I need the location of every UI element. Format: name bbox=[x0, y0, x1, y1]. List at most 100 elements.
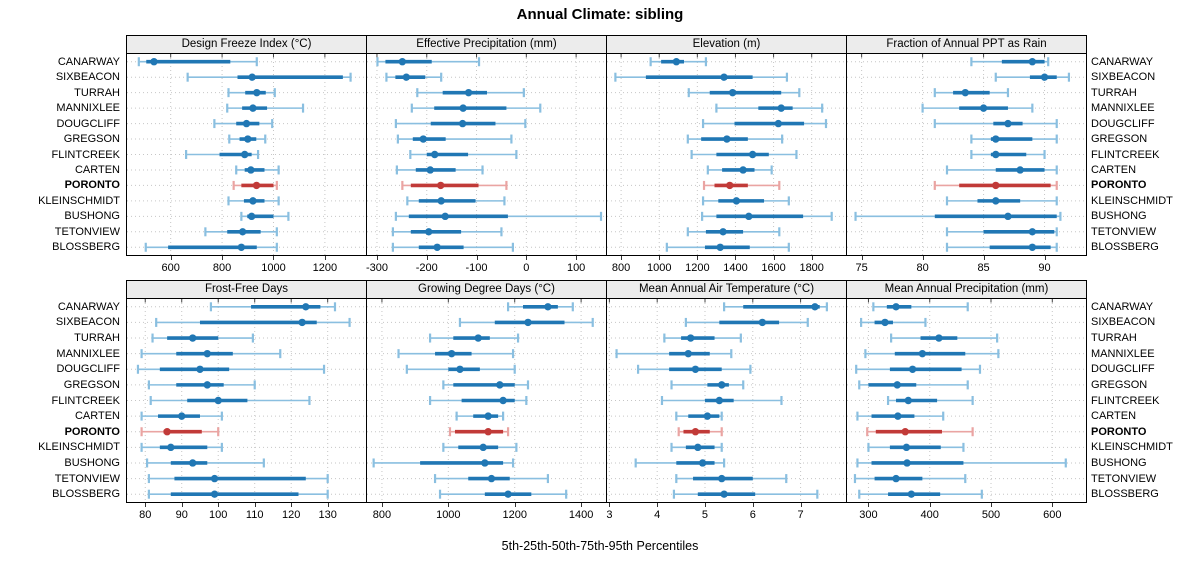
station-label-right-mannixlee: MANNIXLEE bbox=[1091, 102, 1155, 115]
tick-mark bbox=[448, 503, 450, 507]
station-label-right-flintcreek: FLINTCREEK bbox=[1091, 148, 1160, 161]
panel-x-axis: 600 800 1000 1200 bbox=[127, 256, 366, 280]
tick-label: 75 bbox=[855, 262, 868, 274]
tick-mark bbox=[218, 503, 220, 507]
series-kleinschmidt bbox=[670, 442, 723, 452]
series-tetonview bbox=[853, 474, 967, 484]
series-bushong bbox=[394, 211, 603, 221]
station-label-right-flintcreek: FLINTCREEK bbox=[1091, 394, 1160, 407]
tick-label: 80 bbox=[139, 509, 152, 521]
x-axis-caption: 5th-25th-50th-75th-95th Percentiles bbox=[501, 539, 699, 553]
station-label-left-gregson: GREGSON bbox=[63, 378, 120, 391]
panel-x-axis: 75 80 85 90 bbox=[847, 256, 1086, 280]
tick-mark bbox=[800, 503, 802, 507]
tick-mark bbox=[581, 503, 583, 507]
series-flintcreek bbox=[149, 396, 311, 405]
tick-label: 1200 bbox=[502, 509, 527, 521]
series-kleinschmidt bbox=[140, 442, 223, 452]
series-mannixlee bbox=[226, 103, 305, 113]
series-tetonview bbox=[675, 474, 788, 484]
tick-label: -200 bbox=[415, 262, 438, 274]
tick-mark bbox=[181, 503, 183, 507]
series-dougcliff bbox=[213, 119, 274, 129]
series-turrah bbox=[151, 333, 254, 343]
series-carten bbox=[140, 411, 223, 421]
series-kleinschmidt bbox=[701, 196, 790, 206]
series-flintcreek bbox=[660, 396, 783, 405]
station-label-right-poronto: PORONTO bbox=[1091, 179, 1147, 192]
series-poronto bbox=[933, 180, 1058, 190]
station-label-left-blossberg: BLOSSBERG bbox=[52, 241, 120, 254]
station-label-right-gregson: GREGSON bbox=[1091, 378, 1148, 391]
series-carten bbox=[856, 411, 945, 421]
series-dougcliff bbox=[636, 364, 752, 374]
tick-mark bbox=[1044, 256, 1046, 260]
station-label-left-carten: CARTEN bbox=[74, 164, 120, 176]
tick-mark bbox=[254, 503, 256, 507]
series-sixbeacon bbox=[859, 317, 927, 327]
tick-mark bbox=[861, 256, 863, 260]
series-mannixlee bbox=[140, 349, 282, 359]
station-label-left-canarway: CANARWAY bbox=[57, 300, 120, 313]
station-label-right-dougcliff: DOUGCLIFF bbox=[1091, 363, 1155, 376]
series-turrah bbox=[890, 333, 999, 343]
tick-label: -100 bbox=[465, 262, 488, 274]
tick-label: 0 bbox=[523, 262, 530, 274]
tick-mark bbox=[657, 503, 659, 507]
series-poronto bbox=[140, 427, 220, 437]
station-label-right-canarway: CANARWAY bbox=[1091, 55, 1154, 68]
series-gregson bbox=[858, 380, 969, 390]
station-label-left-sixbeacon: SIXBEACON bbox=[55, 316, 120, 329]
panel-elevation-m: Elevation (m) bbox=[606, 35, 847, 256]
tick-mark bbox=[922, 256, 924, 260]
panel-design-freeze-index-c: Design Freeze Index (°C) bbox=[126, 35, 367, 256]
series-turrah bbox=[416, 88, 525, 98]
tick-label: -300 bbox=[365, 262, 388, 274]
series-dougcliff bbox=[394, 119, 527, 129]
panel-x-axis: 80 90 100 110 120 130 bbox=[127, 503, 366, 527]
series-gregson bbox=[228, 134, 267, 144]
series-carten bbox=[945, 165, 1058, 175]
station-label-left-bushong: BUSHONG bbox=[64, 457, 120, 469]
series-tetonview bbox=[686, 227, 781, 237]
tick-mark bbox=[1052, 503, 1054, 507]
station-label-right-poronto: PORONTO bbox=[1091, 425, 1147, 438]
panel-strip-title: Design Freeze Index (°C) bbox=[127, 36, 366, 54]
station-label-right-kleinschmidt: KLEINSCHMIDT bbox=[1091, 441, 1173, 454]
series-blossberg bbox=[665, 242, 790, 252]
series-canarway bbox=[649, 57, 708, 67]
series-kleinschmidt bbox=[442, 442, 518, 452]
tick-label: 120 bbox=[282, 509, 301, 521]
series-tetonview bbox=[147, 474, 329, 484]
tick-mark bbox=[991, 503, 992, 507]
station-label-right-sixbeacon: SIXBEACON bbox=[1091, 71, 1156, 84]
station-label-right-blossberg: BLOSSBERG bbox=[1091, 241, 1159, 254]
tick-mark bbox=[514, 503, 516, 507]
panel-plot-area bbox=[367, 299, 606, 502]
panel-plot-area bbox=[847, 54, 1086, 255]
tick-mark bbox=[697, 256, 699, 260]
tick-mark bbox=[145, 503, 147, 507]
series-carten bbox=[395, 165, 484, 175]
station-label-right-canarway: CANARWAY bbox=[1091, 300, 1154, 313]
station-label-left-turrah: TURRAH bbox=[74, 86, 120, 99]
station-label-left-tetonview: TETONVIEW bbox=[54, 472, 120, 485]
tick-label: 500 bbox=[981, 509, 1001, 521]
series-kleinschmidt bbox=[867, 442, 965, 452]
series-tetonview bbox=[391, 227, 503, 237]
series-bushong bbox=[145, 458, 265, 468]
series-gregson bbox=[442, 380, 530, 390]
series-sixbeacon bbox=[186, 72, 352, 82]
panel-frost-free-days: Frost-Free Days bbox=[126, 280, 367, 503]
series-blossberg bbox=[438, 489, 568, 499]
series-canarway bbox=[723, 302, 828, 312]
tick-mark bbox=[327, 503, 329, 507]
panel-strip-title: Fraction of Annual PPT as Rain bbox=[847, 36, 1086, 54]
tick-label: 5 bbox=[701, 509, 709, 521]
tick-label: 1200 bbox=[312, 262, 338, 274]
station-label-right-sixbeacon: SIXBEACON bbox=[1091, 316, 1156, 329]
tick-label: 4 bbox=[654, 509, 661, 521]
panel-plot-area bbox=[127, 54, 366, 255]
panel-strip-title: Elevation (m) bbox=[607, 36, 846, 54]
